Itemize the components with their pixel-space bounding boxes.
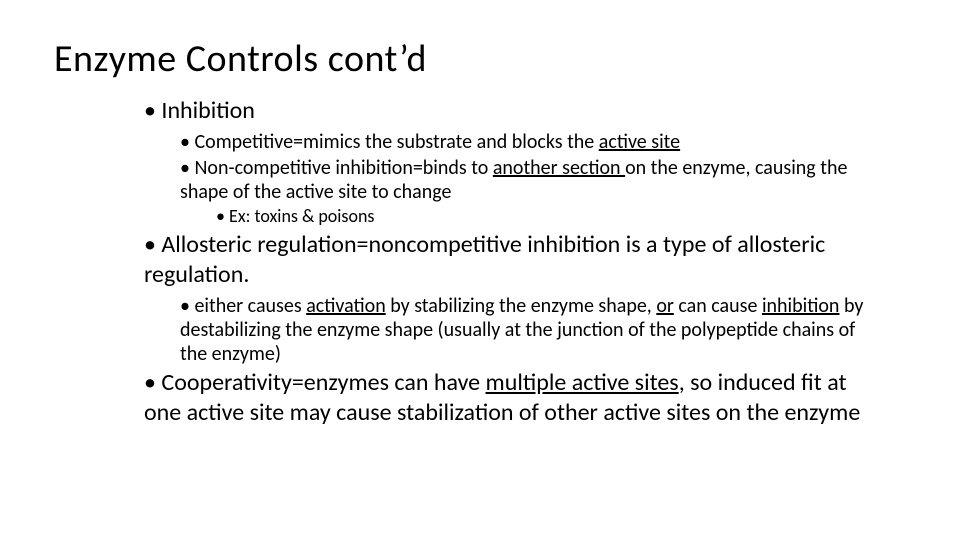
bullet-competitive: Competitive=mimics the substrate and blo… — [180, 130, 884, 154]
slide-title: Enzyme Controls cont’d — [54, 36, 906, 82]
bullet-cooperativity: Cooperativity=enzymes can have multiple … — [144, 368, 884, 428]
bullet-inhibition: Inhibition — [144, 96, 884, 126]
bullet-noncompetitive: Non-competitive inhibition=binds to anot… — [180, 156, 884, 204]
bullet-example-toxins: Ex: toxins & poisons — [216, 206, 884, 228]
slide-body: Inhibition Competitive=mimics the substr… — [144, 96, 884, 428]
bullet-allosteric-detail: either causes activation by stabilizing … — [180, 294, 884, 366]
bullet-allosteric: Allosteric regulation=noncompetitive inh… — [144, 230, 884, 290]
